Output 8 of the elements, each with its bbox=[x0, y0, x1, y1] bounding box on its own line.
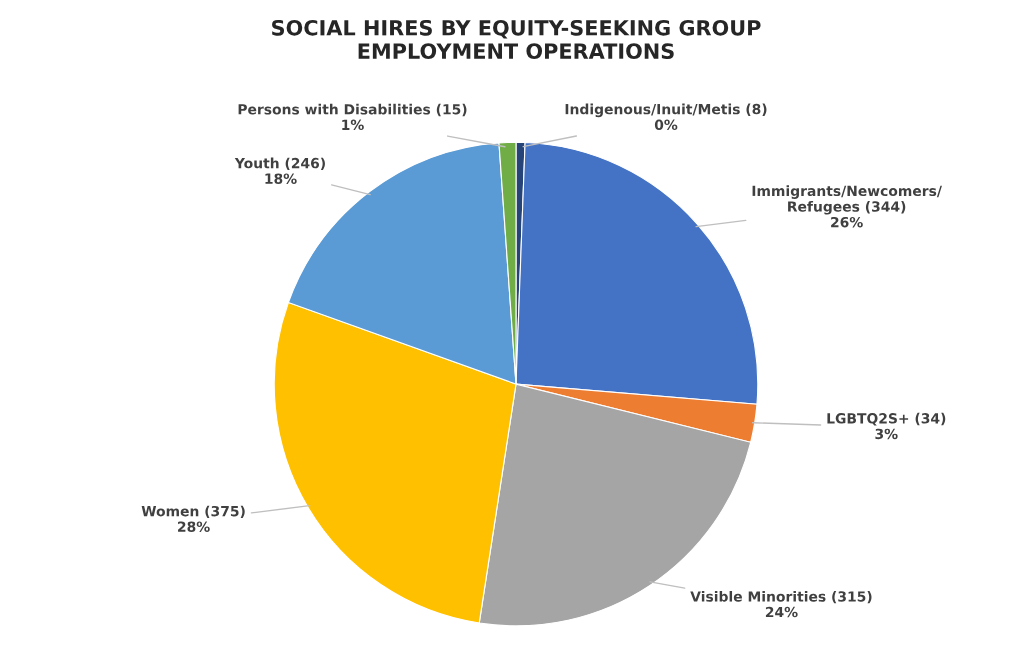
slice-label: Indigenous/Inuit/Metis (8) 0% bbox=[565, 103, 767, 131]
slice-label: Immigrants/Newcomers/ Refugees (344) 26% bbox=[752, 185, 942, 228]
slice-label: Women (375) 28% bbox=[141, 505, 245, 532]
slice-label: Youth (246) 18% bbox=[234, 157, 325, 184]
slice-label: LGBTQ2S+ (34) 3% bbox=[827, 412, 946, 440]
slice-label: Visible Minorities (315) 24% bbox=[690, 590, 872, 618]
chart-title: SOCIAL HIRES BY EQUITY-SEEKING GROUP EMPLOYMENT OPERATIONS bbox=[272, 19, 761, 59]
slice-label: Persons with Disabilities (15) 1% bbox=[238, 103, 467, 131]
